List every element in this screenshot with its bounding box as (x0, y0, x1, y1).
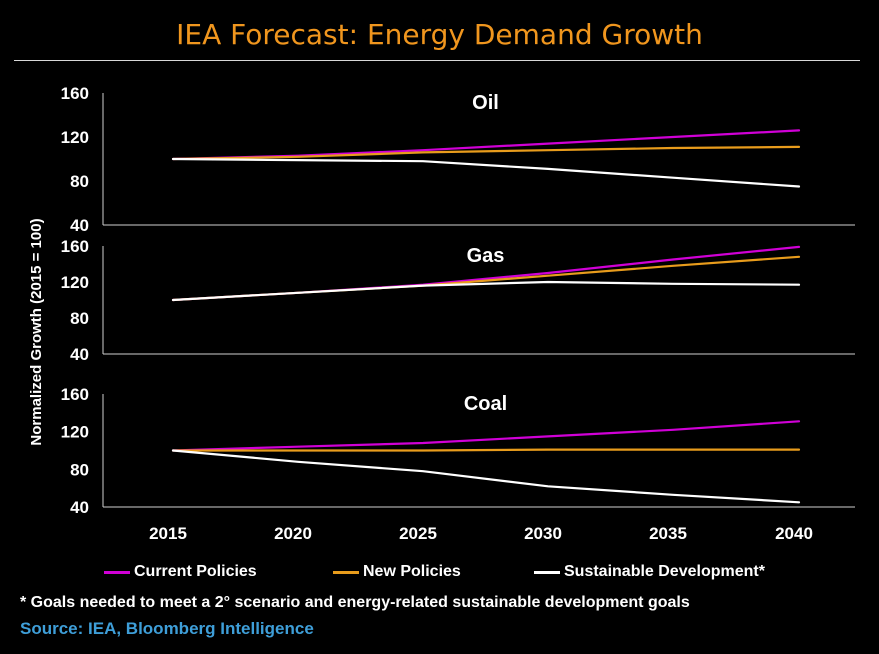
oil-line-current-policies (171, 129, 801, 161)
coal-line-current-policies (171, 420, 801, 452)
gas-line-sustainable-development (171, 280, 801, 302)
footnote: * Goals needed to meet a 2° scenario and… (20, 594, 690, 611)
x-tick-2015: 2015 (149, 524, 187, 543)
coal-line-sustainable-development (171, 449, 801, 504)
source-note: Source: IEA, Bloomberg Intelligence (20, 619, 314, 638)
y-axis-label: Normalized Growth (2015 = 100) (28, 218, 45, 445)
legend-label-current-policies: Current Policies (134, 563, 257, 580)
gas-y-tick-40: 40 (70, 345, 89, 364)
oil-y-tick-160: 160 (61, 84, 89, 103)
legend-label-sustainable-development: Sustainable Development* (564, 563, 765, 580)
coal-y-tick-160: 160 (61, 385, 89, 404)
oil-y-tick-80: 80 (70, 172, 89, 191)
legend-label-new-policies: New Policies (363, 563, 461, 580)
title-divider (14, 60, 860, 61)
oil-line-sustainable-development (171, 157, 801, 188)
gas-y-tick-160: 160 (61, 237, 89, 256)
oil-y-tick-120: 120 (61, 128, 89, 147)
legend-swatch-new-policies (333, 570, 359, 574)
energy-demand-chart: Normalized Growth (2015 = 100) 160 120 80 40… (28, 84, 855, 543)
legend-item-new-policies: New Policies (333, 563, 461, 581)
legend-item-sustainable-development: Sustainable Development* (534, 563, 765, 581)
legend-swatch-sustainable-development (534, 570, 560, 574)
oil-panel-label: Oil (472, 92, 499, 114)
coal-line-new-policies (171, 448, 801, 452)
coal-y-tick-40: 40 (70, 498, 89, 517)
coal-y-tick-80: 80 (70, 460, 89, 479)
gas-panel-label: Gas (467, 245, 505, 267)
x-tick-2025: 2025 (399, 524, 437, 543)
chart-title: IEA Forecast: Energy Demand Growth (176, 18, 703, 51)
x-tick-2035: 2035 (649, 524, 687, 543)
legend-item-current-policies: Current Policies (104, 563, 257, 581)
x-tick-2030: 2030 (524, 524, 562, 543)
oil-y-tick-40: 40 (70, 216, 89, 235)
legend-swatch-current-policies (104, 570, 130, 574)
gas-y-tick-120: 120 (61, 273, 89, 292)
legend: Current Policies New Policies Sustainabl… (0, 563, 879, 585)
coal-y-tick-120: 120 (61, 423, 89, 442)
oil-line-new-policies (171, 145, 801, 161)
gas-y-tick-80: 80 (70, 309, 89, 328)
coal-panel-label: Coal (464, 393, 507, 415)
x-tick-2040: 2040 (775, 524, 813, 543)
x-tick-2020: 2020 (274, 524, 312, 543)
